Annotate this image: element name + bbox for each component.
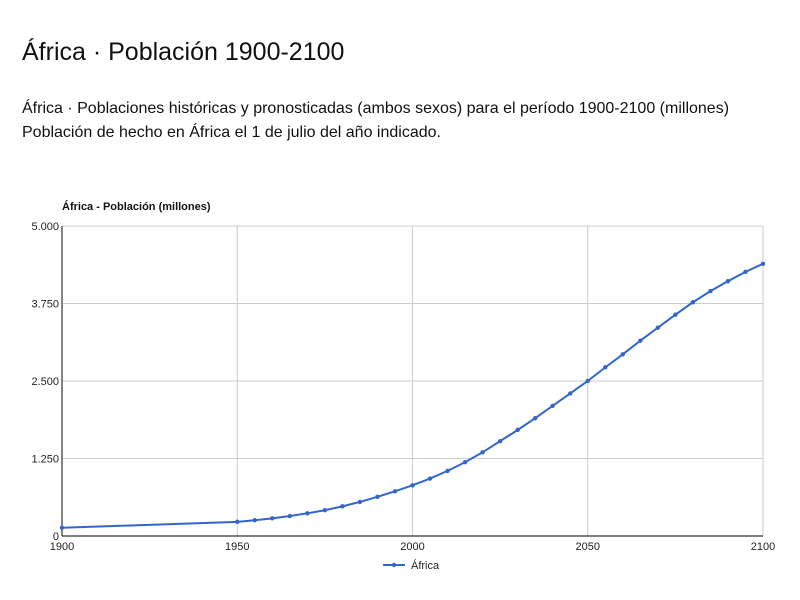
chart-svg: África - Población (millones) 0 1.250 2.50… bbox=[31, 200, 775, 572]
legend-label: África bbox=[411, 559, 440, 572]
x-tick-label: 2000 bbox=[400, 541, 424, 553]
data-point bbox=[760, 261, 766, 267]
legend-swatch-marker bbox=[391, 562, 397, 568]
series-line-africa bbox=[61, 262, 764, 529]
data-point bbox=[322, 508, 328, 513]
data-point bbox=[743, 269, 748, 275]
data-point bbox=[410, 483, 415, 488]
x-tick-label: 1900 bbox=[50, 541, 74, 553]
grid-lines bbox=[62, 225, 764, 536]
data-point bbox=[340, 504, 345, 509]
data-point bbox=[497, 438, 503, 444]
y-tick-label: 5.000 bbox=[31, 221, 59, 233]
data-point bbox=[445, 468, 450, 474]
data-point bbox=[550, 403, 555, 408]
data-point bbox=[515, 427, 520, 433]
data-point bbox=[638, 338, 643, 343]
population-chart: África - Población (millones) 0 1.250 2.50… bbox=[0, 190, 800, 580]
data-point bbox=[287, 513, 293, 519]
y-tick-label: 1.250 bbox=[31, 454, 59, 466]
axes bbox=[61, 226, 763, 537]
page-title: África · Población 1900-2100 bbox=[22, 38, 345, 66]
data-point bbox=[357, 499, 363, 505]
data-point bbox=[235, 519, 240, 525]
data-point bbox=[603, 365, 608, 370]
data-point bbox=[427, 476, 433, 481]
data-point bbox=[392, 489, 398, 494]
data-point bbox=[620, 352, 625, 357]
page-subtitle: África · Poblaciones históricas y pronos… bbox=[22, 100, 730, 141]
y-tick-label: 0 bbox=[53, 531, 59, 543]
series-layer bbox=[59, 261, 766, 530]
data-point bbox=[725, 278, 731, 284]
data-point bbox=[305, 511, 310, 516]
data-point bbox=[270, 516, 275, 521]
x-axis-tick-labels: 1900 1950 2000 2050 2100 bbox=[50, 541, 775, 553]
data-point bbox=[708, 288, 713, 294]
x-tick-label: 2100 bbox=[751, 541, 775, 553]
y-tick-label: 3.750 bbox=[31, 299, 59, 311]
data-point bbox=[480, 450, 485, 455]
chart-title: África - Población (millones) bbox=[62, 200, 211, 213]
data-point bbox=[59, 525, 65, 530]
x-tick-label: 2050 bbox=[576, 541, 600, 553]
data-point bbox=[462, 460, 468, 465]
data-point bbox=[252, 518, 257, 523]
data-point bbox=[655, 325, 661, 330]
data-point bbox=[585, 378, 590, 384]
data-point bbox=[690, 300, 696, 305]
data-point bbox=[673, 312, 678, 317]
y-axis-tick-labels: 0 1.250 2.500 3.750 5.000 bbox=[31, 221, 59, 543]
chart-legend: África bbox=[383, 559, 440, 572]
data-point bbox=[375, 494, 380, 500]
y-tick-label: 2.500 bbox=[31, 376, 59, 388]
data-point bbox=[568, 391, 573, 396]
x-tick-label: 1950 bbox=[225, 541, 249, 553]
data-point bbox=[532, 416, 538, 421]
